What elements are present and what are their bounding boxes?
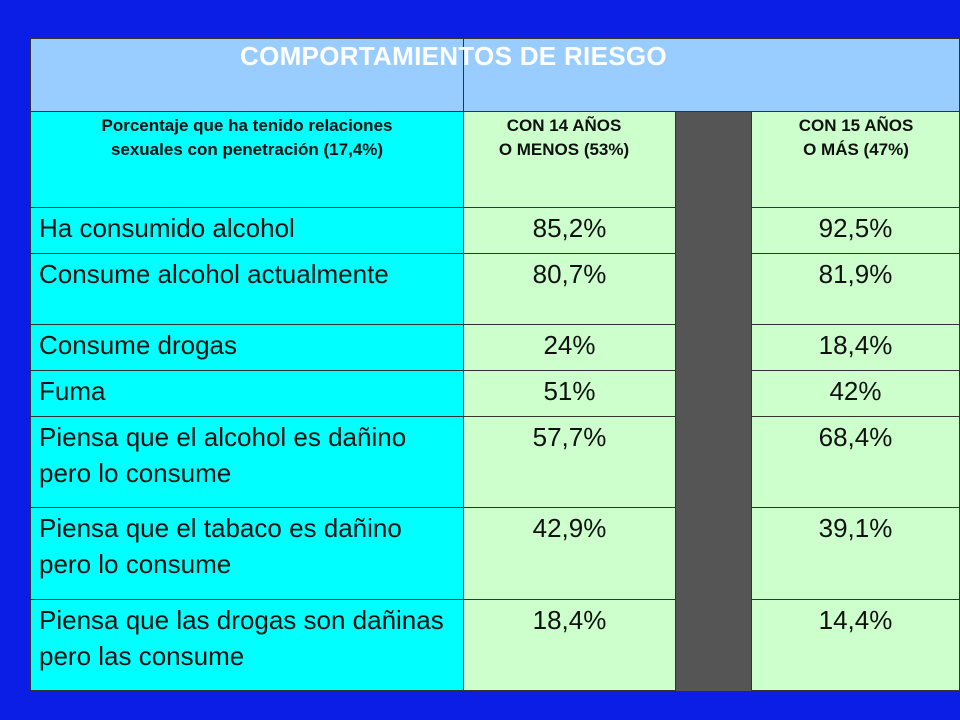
table-row-label-cell: Consume drogas [30,324,464,371]
table-cell-14-or-less: 18,4% [463,599,676,691]
table-cell-15-or-more: 14,4% [751,599,960,691]
table-row-label-cell: Piensa que las drogas son dañinas pero l… [30,599,464,691]
header-col2-cell: CON 15 AÑOS O MÁS (47%) [751,111,960,208]
header-row-label-cell: Porcentaje que ha tenido relaciones sexu… [30,111,464,208]
row-label: Piensa que las drogas son dañinas pero l… [39,605,444,671]
value-14-or-less: 18,4% [532,605,607,635]
table-cell-15-or-more: 39,1% [751,507,960,600]
row-label: Consume drogas [39,330,237,360]
header-col1: CON 14 AÑOS O MENOS (53%) [498,116,630,159]
table-row-label-cell: Piensa que el alcohol es dañino pero lo … [30,416,464,508]
table-row-label-cell: Piensa que el tabaco es dañino pero lo c… [30,507,464,600]
header-col2: CON 15 AÑOS O MÁS (47%) [798,116,914,159]
table-cell-14-or-less: 80,7% [463,253,676,325]
table-row-label-cell: Consume alcohol actualmente [30,253,464,325]
value-15-or-more: 68,4% [818,422,893,452]
table-row-label-cell: Fuma [30,370,464,417]
row-label: Piensa que el alcohol es dañino pero lo … [39,422,407,488]
value-14-or-less: 80,7% [532,259,607,289]
value-14-or-less: 85,2% [532,213,607,243]
header-col1-cell: CON 14 AÑOS O MENOS (53%) [463,111,676,208]
header-gap-cell [675,111,752,208]
table-cell-15-or-more: 81,9% [751,253,960,325]
header-row-label: Porcentaje que ha tenido relaciones sexu… [101,116,393,159]
table-cell-15-or-more: 68,4% [751,416,960,508]
row-label: Consume alcohol actualmente [39,259,389,289]
table-title: COMPORTAMIENTOS DE RIESGO [240,41,667,71]
table-cell-14-or-less: 24% [463,324,676,371]
value-14-or-less: 24% [543,330,596,360]
value-15-or-more: 42% [829,376,882,406]
row-label: Piensa que el tabaco es dañino pero lo c… [39,513,402,579]
value-14-or-less: 51% [543,376,596,406]
table-row-label-cell: Ha consumido alcohol [30,207,464,254]
table-cell-15-or-more: 18,4% [751,324,960,371]
value-15-or-more: 81,9% [818,259,893,289]
table-cell-14-or-less: 51% [463,370,676,417]
row-label: Fuma [39,376,106,406]
row-label: Ha consumido alcohol [39,213,295,243]
value-14-or-less: 42,9% [532,513,607,543]
table-cell-14-or-less: 42,9% [463,507,676,600]
value-15-or-more: 39,1% [818,513,893,543]
title-cell-left [30,38,464,112]
table-cell-14-or-less: 57,7% [463,416,676,508]
value-15-or-more: 92,5% [818,213,893,243]
value-15-or-more: 14,4% [818,605,893,635]
gap-column [675,207,752,691]
title-cell-right [463,38,960,112]
table-cell-15-or-more: 42% [751,370,960,417]
value-14-or-less: 57,7% [532,422,607,452]
table-cell-15-or-more: 92,5% [751,207,960,254]
table-cell-14-or-less: 85,2% [463,207,676,254]
value-15-or-more: 18,4% [818,330,893,360]
